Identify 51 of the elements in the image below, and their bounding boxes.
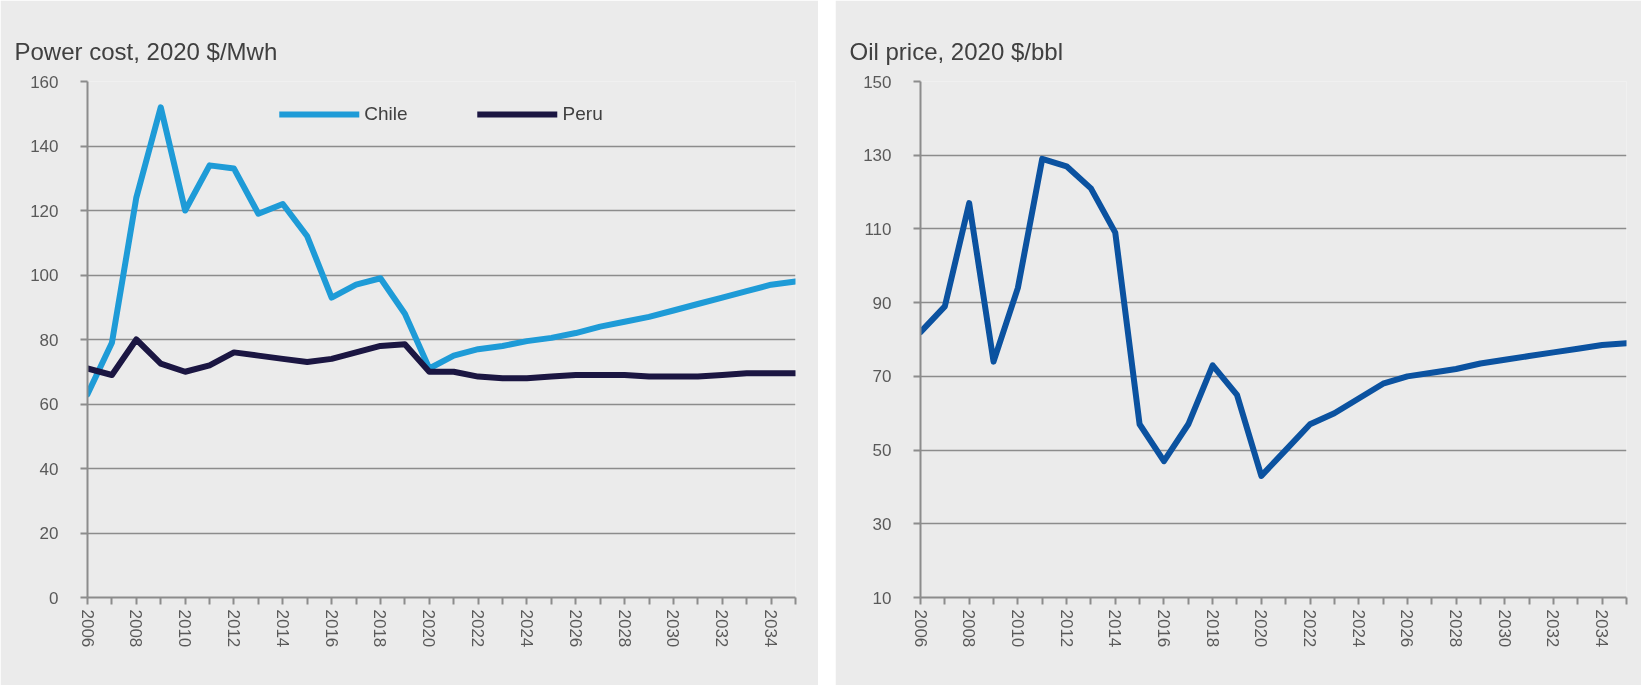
y-tick-label: 160 (30, 72, 59, 92)
x-tick-label: 2016 (1153, 609, 1173, 648)
x-tick-label: 2012 (223, 609, 243, 648)
y-tick-label: 50 (872, 441, 892, 461)
y-tick-label: 10 (872, 588, 892, 608)
y-tick-label: 60 (39, 395, 59, 414)
x-tick-label: 2012 (1056, 609, 1076, 648)
y-tick-label: 120 (30, 201, 59, 221)
x-tick-label: 2030 (663, 609, 683, 648)
y-tick-label: 150 (863, 72, 892, 92)
y-tick-label: 0 (49, 588, 59, 608)
x-tick-label: 2008 (126, 609, 146, 648)
x-tick-label: 2006 (910, 609, 930, 648)
x-tick-label: 2030 (1494, 609, 1514, 648)
x-tick-label: 2020 (1251, 609, 1271, 648)
y-tick-label: 40 (39, 459, 59, 479)
chart-title: Oil price, 2020 $/bbl (849, 37, 1063, 65)
y-tick-label: 30 (872, 514, 892, 534)
x-tick-label: 2006 (77, 609, 97, 648)
x-tick-label: 2028 (1446, 609, 1466, 648)
x-tick-label: 2010 (175, 609, 195, 648)
x-tick-label: 2024 (516, 609, 536, 648)
x-tick-label: 2034 (761, 609, 781, 648)
x-tick-label: 2032 (712, 609, 732, 648)
legend-label: Peru (562, 103, 603, 125)
x-tick-label: 2028 (614, 609, 634, 648)
x-tick-label: 2026 (1397, 609, 1417, 648)
x-tick-label: 2022 (468, 609, 488, 648)
x-tick-label: 2024 (1348, 609, 1368, 648)
x-tick-label: 2014 (272, 609, 292, 648)
y-tick-label: 80 (39, 330, 59, 350)
x-tick-label: 2020 (419, 609, 439, 648)
x-tick-label: 2022 (1300, 609, 1320, 648)
y-tick-label: 140 (30, 137, 59, 156)
y-tick-label: 90 (872, 293, 892, 313)
x-tick-label: 2018 (1202, 609, 1222, 648)
x-tick-label: 2032 (1543, 609, 1563, 648)
y-tick-label: 100 (30, 266, 59, 285)
x-tick-label: 2018 (370, 609, 390, 648)
y-tick-label: 130 (863, 146, 892, 166)
x-tick-label: 2026 (565, 609, 585, 648)
legend-label: Chile (364, 103, 408, 125)
x-tick-label: 2016 (321, 609, 341, 648)
y-tick-label: 70 (872, 367, 892, 387)
y-tick-label: 110 (864, 219, 892, 239)
x-tick-label: 2008 (959, 609, 979, 648)
y-tick-label: 20 (39, 524, 59, 543)
x-tick-label: 2010 (1007, 609, 1027, 648)
x-tick-label: 2014 (1105, 609, 1125, 648)
x-tick-label: 2034 (1592, 609, 1612, 648)
chart-title: Power cost, 2020 $/Mwh (14, 37, 278, 65)
